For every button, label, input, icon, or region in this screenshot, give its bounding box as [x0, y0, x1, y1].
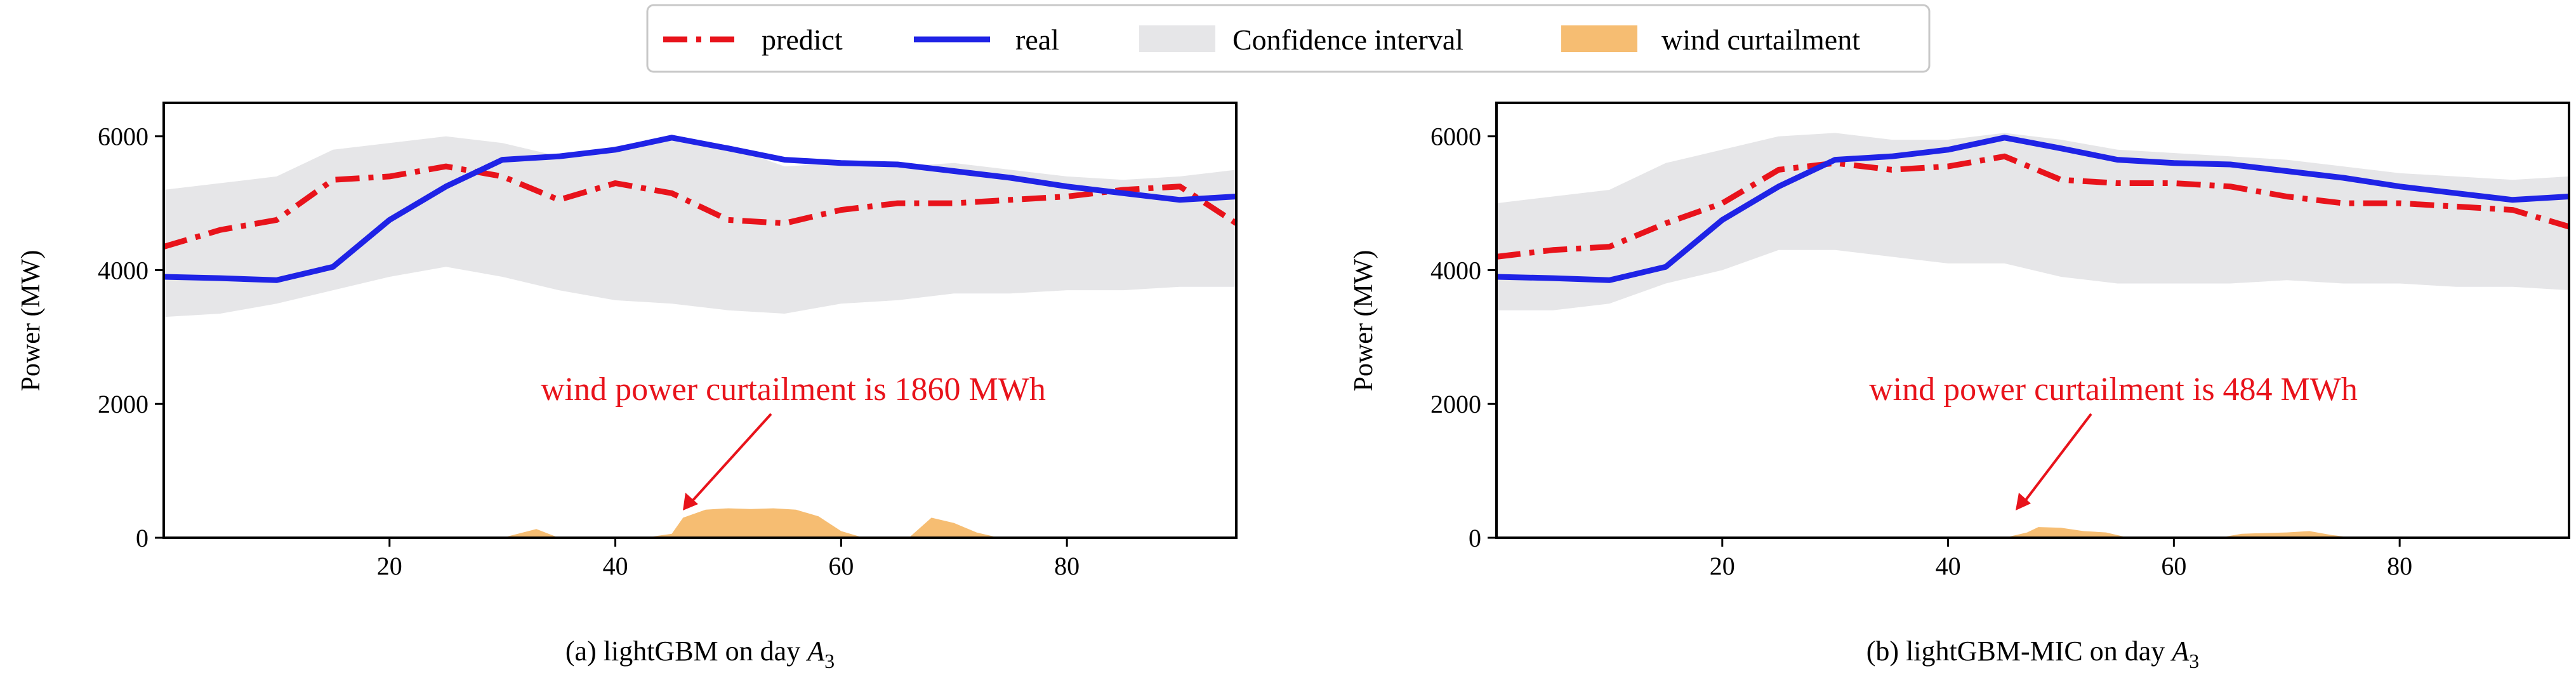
y-tick-label: 6000	[98, 123, 149, 151]
annotation-arrow	[2023, 413, 2092, 503]
series-line-layer	[162, 135, 1238, 283]
annotation-arrowhead	[2016, 493, 2031, 510]
curtailment-area-layer	[2004, 527, 2355, 538]
chart-caption: (a) lightGBM on day A3	[565, 636, 835, 672]
x-tick-label: 80	[1054, 552, 1080, 580]
legend-swatch-curtailment	[1561, 25, 1637, 52]
plot-frame	[1495, 102, 2570, 539]
legend-label-curtailment: wind curtailment	[1661, 23, 1860, 56]
legend: predict real Confidence interval wind cu…	[646, 4, 1931, 73]
curtailment-area	[502, 508, 1000, 538]
annotation-arrowhead	[683, 493, 698, 510]
series-line-real	[163, 135, 1237, 283]
confidence-band	[1496, 133, 2569, 310]
y-tick-label: 2000	[98, 390, 149, 418]
x-tick-label: 20	[1710, 552, 1735, 580]
annotation-arrow	[690, 413, 772, 503]
plot-frame	[162, 102, 1238, 539]
x-tick-label: 60	[828, 552, 854, 580]
curtailment-area	[2004, 527, 2355, 538]
y-axis-label: Power (MW)	[17, 250, 46, 392]
y-tick-label: 2000	[1430, 390, 1481, 418]
annotation-text: wind power curtailment is 484 MWh	[1869, 371, 2358, 408]
x-tick-label: 60	[2161, 552, 2186, 580]
y-tick-label: 0	[1469, 524, 1481, 552]
y-tick-label: 4000	[1430, 256, 1481, 284]
annotation-text: wind power curtailment is 1860 MWh	[541, 371, 1046, 408]
x-tick-label: 80	[2387, 552, 2412, 580]
chart-caption: (b) lightGBM-MIC on day A3	[1866, 636, 2199, 672]
series-line-predict	[162, 163, 1238, 250]
y-axis-label: Power (MW)	[1349, 250, 1378, 392]
x-tick-label: 40	[1936, 552, 1961, 580]
chart-panel-b: 20 40 60 80 0 2000 4000 6000 Power (MW) wind po…	[1349, 102, 2570, 672]
y-tick-label: 0	[136, 524, 149, 552]
confidence-band-layer	[164, 136, 1236, 317]
curtailment-area-layer	[502, 508, 1000, 538]
legend-label-confidence: Confidence interval	[1232, 23, 1463, 56]
confidence-band-layer	[1496, 133, 2569, 310]
legend-label-predict: predict	[762, 23, 843, 56]
legend-swatch-confidence	[1139, 25, 1215, 52]
x-tick-label: 40	[603, 552, 628, 580]
y-tick-label: 6000	[1430, 123, 1481, 151]
axis-ticks: 20 40 60 80 0 2000 4000 6000	[1430, 123, 2412, 580]
x-tick-label: 20	[377, 552, 402, 580]
y-tick-label: 4000	[98, 256, 149, 284]
confidence-band	[164, 136, 1236, 317]
axis-ticks: 20 40 60 80 0 2000 4000 6000	[98, 123, 1080, 580]
chart-panel-a: 20 40 60 80 0 2000 4000 6000 Power (MW) wind po…	[17, 102, 1238, 672]
series-line-layer	[1496, 135, 2570, 283]
series-line-real	[1496, 135, 2570, 283]
legend-frame	[646, 4, 1931, 73]
legend-label-real: real	[1015, 23, 1059, 56]
